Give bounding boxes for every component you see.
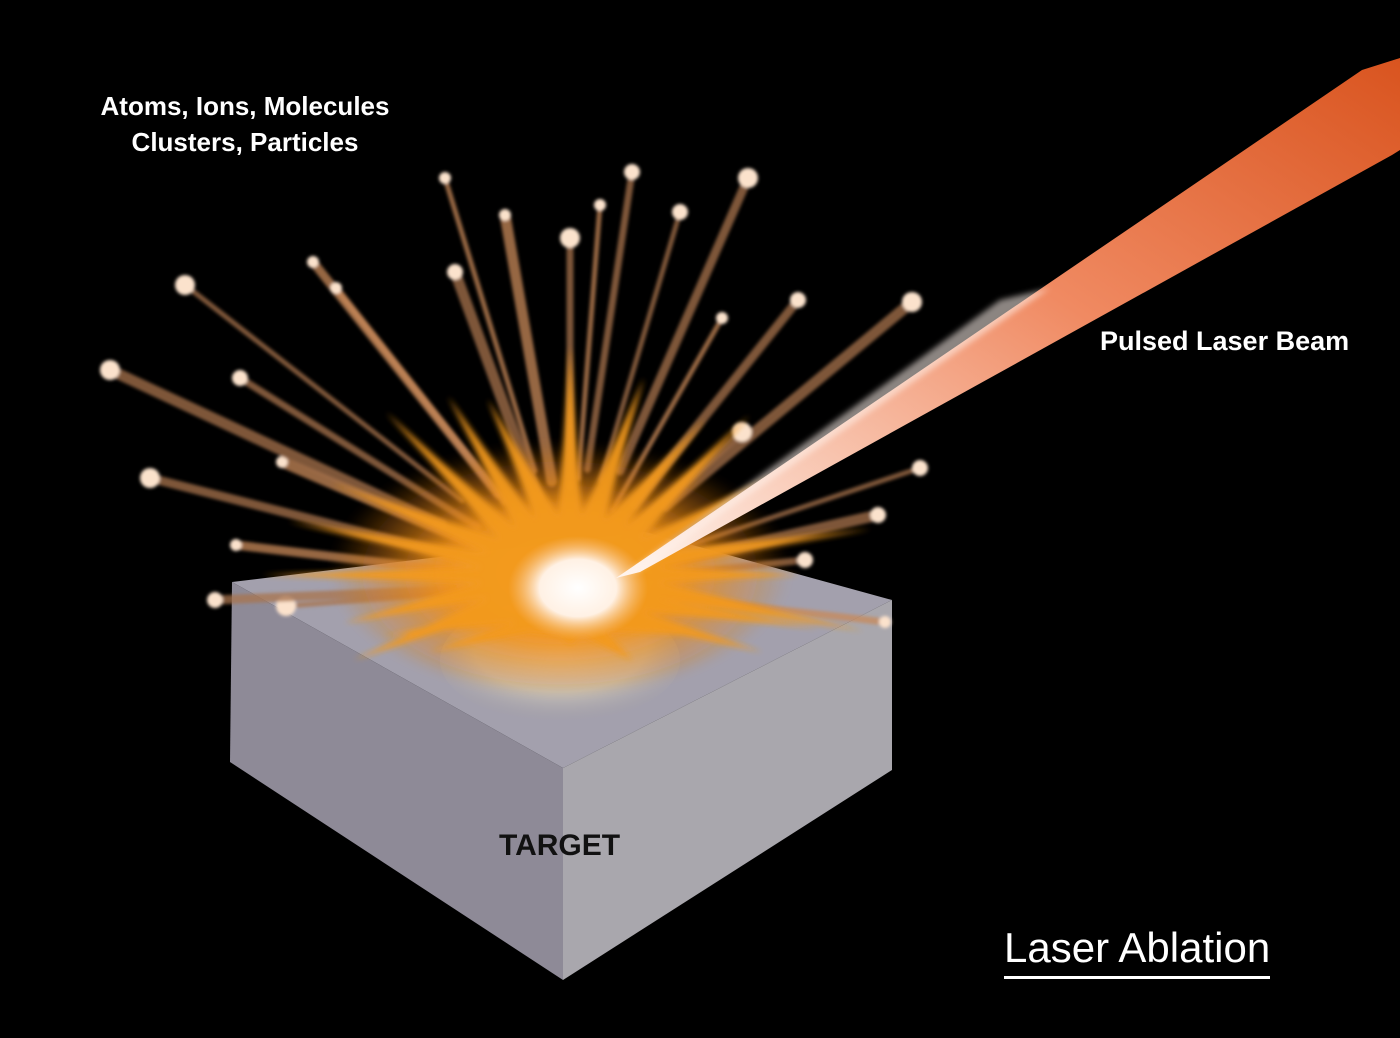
ejecta-particle	[912, 460, 928, 476]
ejecta-particle	[175, 275, 195, 295]
ejecta-particle	[797, 552, 813, 568]
ejecta-particle	[716, 312, 728, 324]
ejecta-particle	[790, 292, 806, 308]
ejecta-particle	[140, 468, 160, 488]
ejecta-particle	[560, 228, 580, 248]
target-right-face	[563, 600, 892, 980]
ejecta-particle	[207, 592, 223, 608]
ejecta-label-line1: Atoms, Ions, Molecules	[100, 91, 390, 121]
ejecta-particle	[276, 456, 288, 468]
ejecta-particle	[232, 370, 248, 386]
ejecta-particle	[100, 360, 120, 380]
ejecta-particle	[732, 422, 752, 442]
ejecta-particle	[902, 292, 922, 312]
ejecta-particle	[330, 282, 342, 294]
ejecta-particle	[439, 172, 451, 184]
laser-beam-label: Pulsed Laser Beam	[1100, 326, 1350, 356]
ejecta-label: Atoms, Ions, Molecules Clusters, Particl…	[80, 88, 410, 160]
laser-beam-highlight	[624, 288, 1050, 575]
plasma-core	[508, 536, 648, 640]
plasma-plume	[262, 347, 872, 690]
ejecta-particle	[499, 209, 511, 221]
target-left-face	[230, 582, 563, 980]
ejecta-particle	[738, 168, 758, 188]
ejecta-particle	[870, 507, 886, 523]
ejecta-particle	[594, 199, 606, 211]
ejecta-label-line2: Clusters, Particles	[131, 127, 359, 157]
diagram-title: Laser Ablation	[1004, 922, 1271, 979]
ejecta-streak	[615, 173, 753, 476]
ejecta-particle	[879, 616, 891, 628]
ejecta-particle	[230, 539, 242, 551]
ejecta-particle	[447, 264, 463, 280]
target-label: TARGET	[499, 829, 621, 862]
ejecta-streak	[583, 168, 636, 473]
ejecta-particle	[624, 164, 640, 180]
ejecta-particle	[672, 204, 688, 220]
ejecta-particle	[307, 256, 319, 268]
ejecta-streak	[442, 175, 538, 474]
